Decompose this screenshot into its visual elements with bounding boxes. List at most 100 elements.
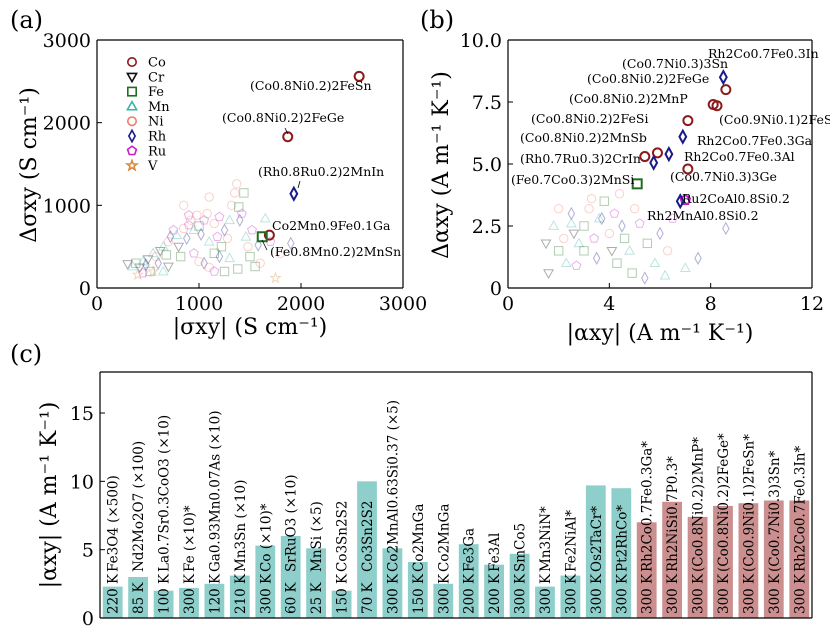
scatter-point [239, 188, 249, 198]
y-tick-label: 0 [490, 278, 502, 300]
bar-material-label: Rh2Co0.7Fe0.3In* [792, 446, 808, 572]
scatter-point [667, 213, 678, 223]
scatter-point [624, 244, 636, 255]
highlight-point [649, 154, 659, 171]
panel-a-xlabel: |σxy| (S cm⁻¹) [173, 315, 328, 340]
scatter-point [269, 271, 282, 284]
bar-material-label: Rh2NiSi0.7P0.3* [665, 456, 681, 572]
scatter-point [604, 228, 615, 239]
highlight-label: Rh2Co0.7Fe0.3Ga [697, 133, 813, 148]
highlight-label: (Fe0.7Co0.3)2MnSi [511, 172, 634, 187]
bar-temperature-label: 150 K [411, 573, 427, 614]
panel-c-ylabel: |αxy| (A m⁻¹ K⁻¹) [37, 402, 62, 589]
y-tick-label: 3000 [43, 30, 91, 52]
highlight-label: (Co0.8Ni0.2)2MnSb [520, 130, 647, 145]
scatter-point [212, 231, 223, 241]
bar-temperature-label: 120 K [207, 573, 223, 614]
legend-marker [126, 145, 138, 156]
scatter-point [656, 226, 664, 241]
bar-material-label: Co2MnGa [436, 504, 452, 572]
scatter-point [559, 233, 569, 244]
scatter-point [147, 247, 159, 258]
scatter-point [614, 189, 625, 199]
bar-material-label: Co2MnGa [411, 504, 427, 572]
scatter-point [179, 223, 189, 234]
scatter-point [254, 238, 262, 252]
bar [153, 590, 174, 618]
scatter-point [179, 200, 189, 211]
scatter-point [232, 179, 242, 189]
legend-marker [126, 72, 138, 84]
highlight-point [282, 131, 294, 143]
bar-material-label: Mn3Sn (×10) [233, 480, 249, 572]
x-tick-label: 8 [705, 293, 717, 315]
scatter-point [565, 217, 577, 228]
highlight-label: Rh2MnAl0.8Si0.2 [647, 208, 759, 223]
scatter-point [203, 235, 215, 246]
panel-b-letter: (b) [420, 6, 454, 34]
scatter-point [573, 237, 585, 248]
y-tick-label: 2.5 [472, 216, 502, 238]
scatter-point [568, 229, 580, 240]
y-tick-label: 5.0 [472, 154, 502, 176]
scatter-point [641, 271, 649, 285]
scatter-point [219, 266, 230, 277]
legend-marker [127, 128, 137, 144]
bar [535, 586, 555, 618]
scatter-point [127, 260, 139, 271]
highlight-point [678, 128, 688, 145]
bar-material-label: Co3Sn2S2 [335, 501, 351, 572]
legend-label: Cr [148, 70, 165, 85]
legend-marker [127, 56, 138, 67]
scatter-point [629, 203, 640, 214]
highlight-label: (Co0.7Ni0.3)3Sn [622, 56, 728, 71]
scatter-point [204, 262, 214, 273]
highlight-point [639, 151, 651, 163]
x-tick-label: 0 [91, 293, 103, 315]
scatter-point [183, 209, 194, 220]
scatter-point [233, 264, 243, 274]
scatter-point [168, 224, 179, 235]
scatter-point [154, 246, 166, 257]
x-tick-label: 2000 [277, 293, 325, 315]
scatter-point [162, 262, 174, 273]
highlight-label: (Co0.8Ni0.2)2MnP [569, 91, 688, 106]
scatter-point [662, 246, 673, 256]
scatter-point [540, 239, 552, 250]
scatter-point [722, 221, 730, 236]
scatter-point [175, 251, 186, 262]
highlight-label: (Co0.8Ni0.2)2FeSn [250, 78, 372, 93]
x-tick-label: 0 [502, 293, 514, 315]
bar [102, 586, 123, 618]
bar-temperature-label: 200 K [462, 573, 478, 614]
scatter-point [194, 256, 204, 267]
scatter-point [142, 255, 154, 265]
bar-temperature-label: 300 K [258, 573, 274, 614]
scatter-point [606, 246, 618, 257]
bar [204, 583, 225, 618]
highlight-point [651, 147, 663, 159]
bar [458, 544, 479, 618]
scatter-point [146, 264, 160, 277]
scatter-point [222, 233, 233, 244]
scatter-point [142, 258, 150, 272]
panel-a-ylabel: Δσxy (S cm⁻¹) [17, 87, 42, 243]
scatter-point [192, 210, 202, 220]
legend-marker [124, 158, 140, 172]
panel-a: 0 1000 2000 3000 0 1000 2000 3000 (Co0.8Ni0.2)2… [17, 30, 427, 340]
scatter-point [553, 203, 564, 214]
x-tick-label: 12 [800, 293, 824, 315]
bar [229, 575, 250, 618]
scatter-point [586, 194, 597, 204]
highlight-label: Co2Mn0.9Fe0.1Ga [272, 218, 391, 233]
bar-material-label: Co3Sn2S2 [360, 501, 376, 572]
bar [331, 590, 352, 618]
bar-temperature-label: 25 K [309, 582, 325, 614]
scatter-point [694, 251, 702, 265]
scatter-point [642, 238, 653, 249]
highlight-label: (Co0.7Ni0.3)3Ge [670, 169, 777, 184]
scatter-point [209, 248, 220, 258]
bar-temperature-label: 60 K [284, 582, 300, 614]
